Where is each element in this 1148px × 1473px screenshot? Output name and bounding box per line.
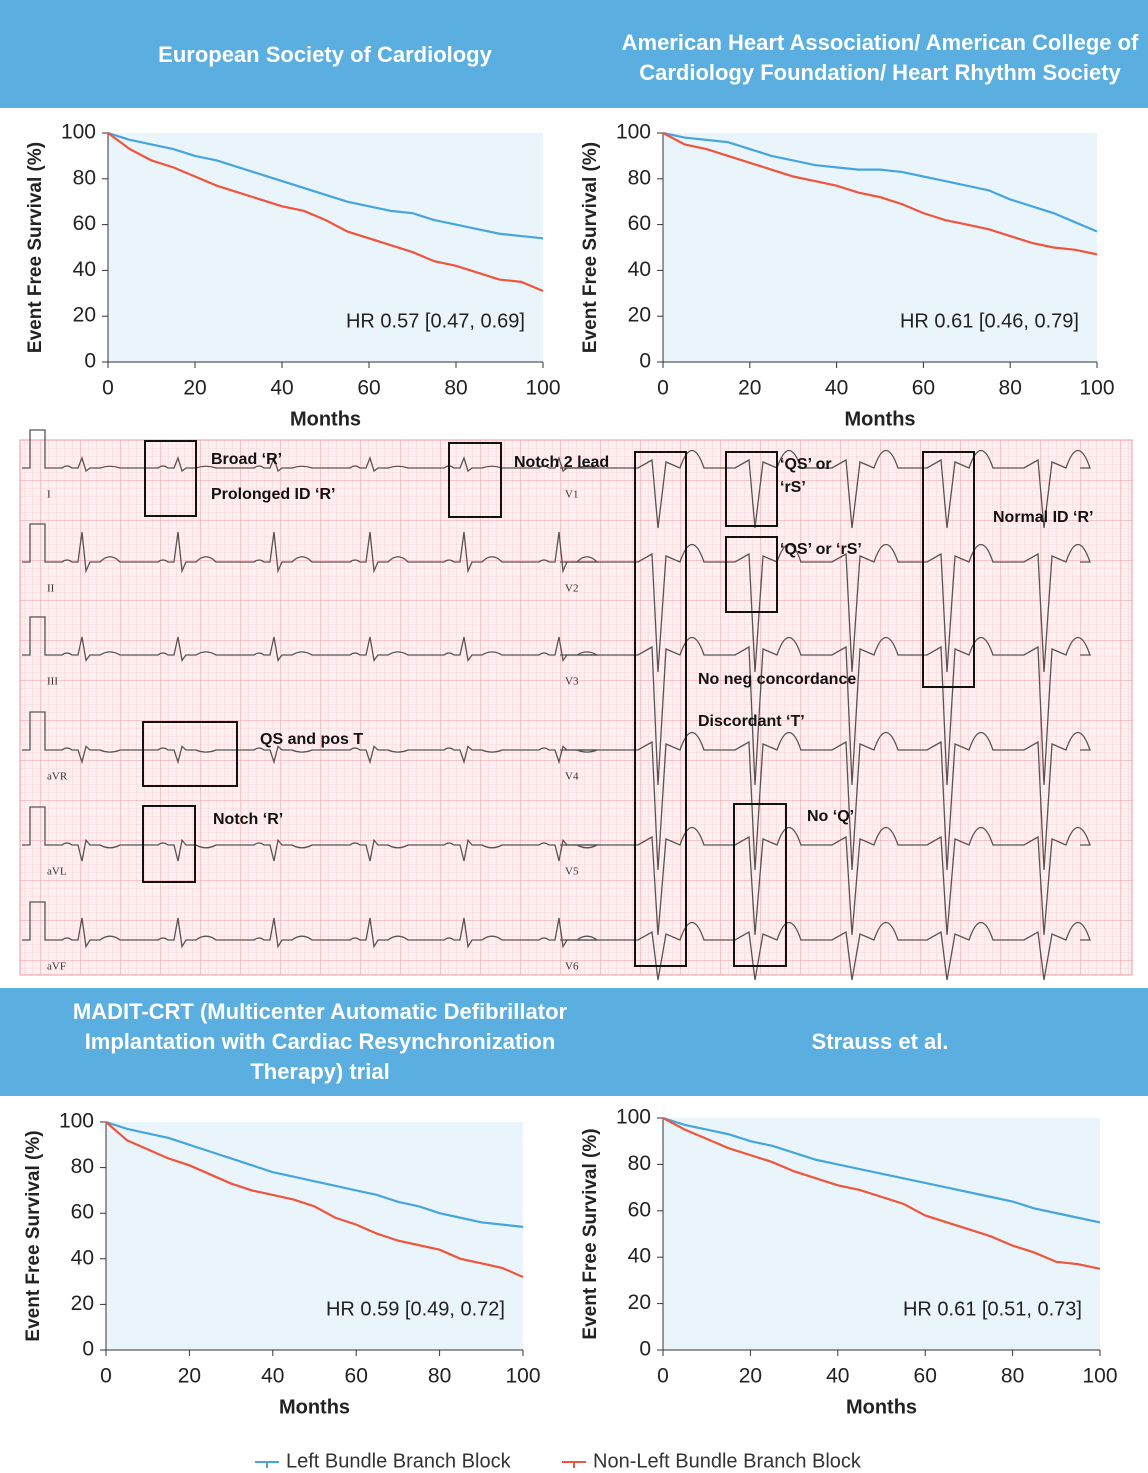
y-tick-label: 60 <box>628 1198 651 1221</box>
lead-label: V1 <box>565 489 578 501</box>
x-tick-label: 60 <box>357 377 380 400</box>
x-tick-label: 60 <box>914 1365 937 1388</box>
y-tick-label: 100 <box>61 121 96 144</box>
ecg-annotation: Notch 2 lead <box>514 454 609 471</box>
legend-label: Left Bundle Branch Block <box>286 1450 512 1472</box>
x-tick-label: 80 <box>999 377 1022 400</box>
y-tick-label: 20 <box>628 1291 651 1314</box>
y-tick-label: 80 <box>628 1152 651 1175</box>
y-tick-label: 20 <box>71 1292 94 1315</box>
ecg-annotation: QS and pos T <box>260 731 363 748</box>
y-tick-label: 100 <box>616 1106 651 1129</box>
x-tick-label: 0 <box>100 1365 112 1388</box>
y-axis-label: Event Free Survival (%) <box>25 142 46 353</box>
x-tick-label: 80 <box>428 1365 451 1388</box>
y-tick-label: 100 <box>59 1110 94 1133</box>
y-tick-label: 0 <box>84 350 96 373</box>
x-tick-label: 40 <box>825 377 848 400</box>
x-tick-label: 100 <box>1082 1365 1117 1388</box>
chart-title: European Society of Cardiology <box>110 0 540 110</box>
annotation: HR 0.57 [0.47, 0.69] <box>346 310 525 332</box>
y-tick-label: 0 <box>639 350 651 373</box>
x-tick-label: 20 <box>739 1365 762 1388</box>
chart-title: MADIT-CRT (Multicenter Automatic Defibri… <box>70 988 570 1096</box>
y-tick-label: 60 <box>73 212 96 235</box>
ecg-annotation: Broad ‘R’ <box>211 451 282 468</box>
ecg-annotation: Notch ‘R’ <box>213 811 283 828</box>
y-tick-label: 60 <box>628 212 651 235</box>
ecg-annotation: ‘rS’ <box>780 479 806 496</box>
y-tick-label: 40 <box>73 258 96 281</box>
x-tick-label: 40 <box>270 377 293 400</box>
annotation: HR 0.61 [0.46, 0.79] <box>900 310 1079 332</box>
figure: I V1 II V2 III V3 aVR V4 aVL V5 aVF V6 Broad ‘R’ Prol… <box>0 0 1148 1473</box>
ecg-annotation: No ‘Q’ <box>807 808 854 825</box>
x-axis-label: Months <box>844 408 915 430</box>
ecg-annotation: No neg concordance <box>698 671 856 688</box>
page: I V1 II V2 III V3 aVR V4 aVL V5 aVF V6 Broad ‘R’ Prol… <box>0 0 1148 1473</box>
lead-label: III <box>47 676 58 688</box>
y-tick-label: 40 <box>71 1246 94 1269</box>
x-tick-label: 20 <box>178 1365 201 1388</box>
legend: Left Bundle Branch Block Non-Left Bundle… <box>255 1450 862 1472</box>
x-tick-label: 20 <box>738 377 761 400</box>
y-tick-label: 0 <box>639 1338 651 1361</box>
lead-label: V6 <box>565 961 579 973</box>
x-tick-label: 0 <box>657 377 669 400</box>
lead-label: aVF <box>47 961 66 973</box>
x-axis-label: Months <box>290 408 361 430</box>
y-axis-label: Event Free Survival (%) <box>23 1130 44 1341</box>
annotation: HR 0.61 [0.51, 0.73] <box>903 1298 1082 1320</box>
y-tick-label: 40 <box>628 1245 651 1268</box>
x-tick-label: 100 <box>1079 377 1114 400</box>
x-tick-label: 80 <box>1001 1365 1024 1388</box>
y-axis-label: Event Free Survival (%) <box>580 142 601 353</box>
y-tick-label: 20 <box>628 304 651 327</box>
annotation: HR 0.59 [0.49, 0.72] <box>326 1298 505 1320</box>
x-tick-label: 80 <box>444 377 467 400</box>
legend-label: Non-Left Bundle Branch Block <box>593 1450 862 1472</box>
x-tick-label: 0 <box>102 377 114 400</box>
x-tick-label: 40 <box>261 1365 284 1388</box>
ecg-annotation: Discordant ‘T’ <box>698 713 805 730</box>
x-tick-label: 20 <box>183 377 206 400</box>
x-tick-label: 40 <box>826 1365 849 1388</box>
lead-label: V3 <box>565 676 579 688</box>
lead-label: I <box>47 489 51 501</box>
lead-label: V4 <box>565 771 579 783</box>
y-tick-label: 80 <box>73 166 96 189</box>
lead-label: aVR <box>47 771 68 783</box>
x-tick-label: 100 <box>505 1365 540 1388</box>
ecg-annotation: Prolonged ID ‘R’ <box>211 486 335 503</box>
x-tick-label: 60 <box>345 1365 368 1388</box>
lead-label: V5 <box>565 866 579 878</box>
ecg-annotation: ‘QS’ or ‘rS’ <box>780 541 862 558</box>
y-tick-label: 80 <box>628 166 651 189</box>
lead-label: V2 <box>565 583 578 595</box>
y-tick-label: 0 <box>82 1338 94 1361</box>
y-axis-label: Event Free Survival (%) <box>580 1128 601 1339</box>
ecg-grid <box>20 440 1132 975</box>
x-axis-label: Months <box>846 1396 917 1418</box>
y-tick-label: 20 <box>73 304 96 327</box>
ecg-annotation: Normal ID ‘R’ <box>993 509 1093 526</box>
x-tick-label: 0 <box>657 1365 669 1388</box>
x-tick-label: 60 <box>912 377 935 400</box>
chart-title: Strauss et al. <box>660 988 1100 1096</box>
lead-label: II <box>47 583 55 595</box>
y-tick-label: 40 <box>628 258 651 281</box>
lead-label: aVL <box>47 866 67 878</box>
x-tick-label: 100 <box>525 377 560 400</box>
ecg-annotation: ‘QS’ or <box>780 456 832 473</box>
x-axis-label: Months <box>279 1396 350 1418</box>
y-tick-label: 60 <box>71 1201 94 1224</box>
chart-title: American Heart Association/ American Col… <box>610 0 1148 115</box>
y-tick-label: 80 <box>71 1155 94 1178</box>
y-tick-label: 100 <box>616 121 651 144</box>
